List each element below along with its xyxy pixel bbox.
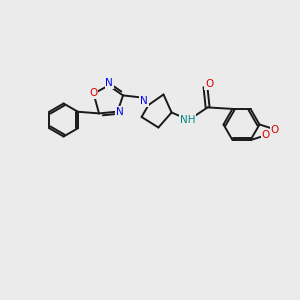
Text: O: O [270, 124, 279, 135]
Text: N: N [105, 78, 113, 88]
Text: O: O [261, 130, 270, 140]
Text: O: O [89, 88, 97, 98]
Text: N: N [116, 107, 124, 117]
Text: O: O [205, 79, 213, 89]
Text: NH: NH [180, 115, 195, 125]
Text: N: N [140, 96, 148, 106]
